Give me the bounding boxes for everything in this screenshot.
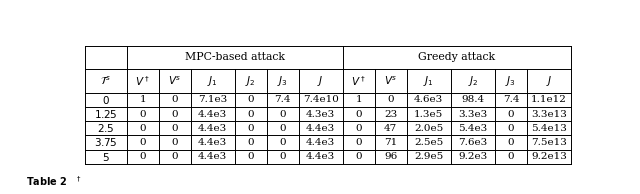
Text: 0: 0 [355, 124, 362, 133]
Text: 0: 0 [140, 124, 146, 133]
Text: $1.25$: $1.25$ [94, 108, 118, 120]
Text: 4.4e3: 4.4e3 [198, 124, 227, 133]
Text: $0$: $0$ [102, 94, 109, 106]
Text: 7.5e13: 7.5e13 [531, 138, 567, 147]
Text: $3.75$: $3.75$ [94, 136, 118, 148]
Text: $J_1$: $J_1$ [423, 74, 434, 88]
Text: 4.4e3: 4.4e3 [306, 124, 335, 133]
Text: 2.5e5: 2.5e5 [414, 138, 444, 147]
Text: 2.9e5: 2.9e5 [414, 152, 444, 161]
Text: 0: 0 [247, 152, 254, 161]
Text: 47: 47 [384, 124, 397, 133]
Text: 5.4e13: 5.4e13 [531, 124, 567, 133]
Text: $J_2$: $J_2$ [468, 74, 478, 88]
Text: 9.2e13: 9.2e13 [531, 152, 567, 161]
Text: 7.4: 7.4 [275, 95, 291, 105]
Text: 1.3e5: 1.3e5 [414, 110, 444, 119]
Text: . . .: . . . [312, 8, 328, 17]
Text: 0: 0 [279, 138, 286, 147]
Text: 0: 0 [508, 138, 514, 147]
Text: $J$: $J$ [317, 74, 324, 88]
Text: 4.4e3: 4.4e3 [198, 138, 227, 147]
Text: 4.6e3: 4.6e3 [414, 95, 444, 105]
Text: $\mathcal{T}^s$: $\mathcal{T}^s$ [100, 75, 111, 87]
Text: 0: 0 [172, 110, 178, 119]
Text: 0: 0 [247, 124, 254, 133]
Text: 0: 0 [247, 138, 254, 147]
Text: 0: 0 [140, 110, 146, 119]
Text: $V^s$: $V^s$ [168, 75, 181, 87]
Text: 0: 0 [279, 110, 286, 119]
Text: 2.0e5: 2.0e5 [414, 124, 444, 133]
Text: $\mathbf{Table\ 2}$   ${}^\dagger$: $\mathbf{Table\ 2}$ ${}^\dagger$ [26, 174, 90, 188]
Text: 0: 0 [247, 110, 254, 119]
Text: $J_3$: $J_3$ [277, 74, 288, 88]
Text: 3.3e3: 3.3e3 [458, 110, 488, 119]
Text: 9.2e3: 9.2e3 [458, 152, 488, 161]
Text: $J_2$: $J_2$ [245, 74, 256, 88]
Text: 23: 23 [384, 110, 397, 119]
Text: 4.4e3: 4.4e3 [198, 110, 227, 119]
Text: 4.4e3: 4.4e3 [306, 152, 335, 161]
Text: 0: 0 [355, 110, 362, 119]
Text: 7.4e10: 7.4e10 [303, 95, 339, 105]
Text: $J_3$: $J_3$ [506, 74, 516, 88]
Text: 4.4e3: 4.4e3 [198, 152, 227, 161]
Text: 0: 0 [508, 110, 514, 119]
Text: 0: 0 [508, 124, 514, 133]
Text: 98.4: 98.4 [461, 95, 484, 105]
Text: 0: 0 [279, 152, 286, 161]
Text: 96: 96 [384, 152, 397, 161]
Text: 4.4e3: 4.4e3 [306, 138, 335, 147]
Text: 0: 0 [172, 152, 178, 161]
Text: $V^\dagger$: $V^\dagger$ [135, 74, 150, 88]
Text: Greedy attack: Greedy attack [419, 53, 495, 62]
Text: $J$: $J$ [546, 74, 552, 88]
Text: 0: 0 [172, 124, 178, 133]
Text: 7.4: 7.4 [502, 95, 519, 105]
Text: 0: 0 [172, 138, 178, 147]
Text: $J_1$: $J_1$ [207, 74, 218, 88]
Text: MPC-based attack: MPC-based attack [185, 53, 285, 62]
Text: 0: 0 [172, 95, 178, 105]
Text: 3.3e13: 3.3e13 [531, 110, 567, 119]
Text: 5.4e3: 5.4e3 [458, 124, 488, 133]
Text: 0: 0 [140, 138, 146, 147]
Text: 0: 0 [508, 152, 514, 161]
Text: 0: 0 [355, 152, 362, 161]
Text: 1: 1 [140, 95, 146, 105]
Text: $V^\dagger$: $V^\dagger$ [351, 74, 366, 88]
Text: 0: 0 [140, 152, 146, 161]
Text: 0: 0 [387, 95, 394, 105]
Text: 0: 0 [247, 95, 254, 105]
Text: 7.1e3: 7.1e3 [198, 95, 227, 105]
Text: 1: 1 [355, 95, 362, 105]
Text: $2.5$: $2.5$ [97, 122, 115, 134]
Text: 4.3e3: 4.3e3 [306, 110, 335, 119]
Text: 1.1e12: 1.1e12 [531, 95, 567, 105]
Text: $V^s$: $V^s$ [384, 75, 397, 87]
Text: 7.6e3: 7.6e3 [458, 138, 488, 147]
Text: $5$: $5$ [102, 151, 109, 163]
Text: 71: 71 [384, 138, 397, 147]
Text: 0: 0 [279, 124, 286, 133]
Text: 0: 0 [355, 138, 362, 147]
